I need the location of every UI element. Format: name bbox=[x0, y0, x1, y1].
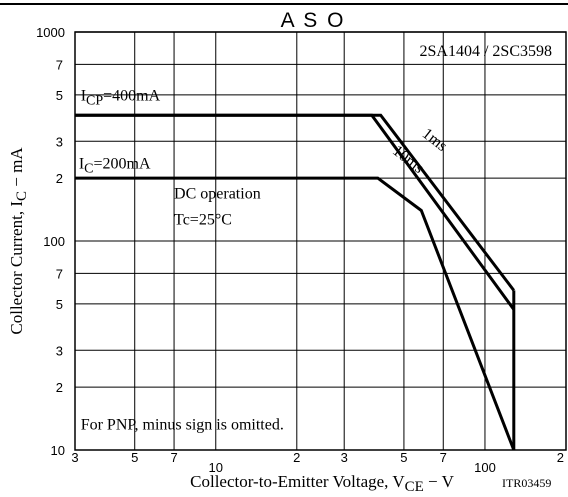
annotation-icp: ICP=400mA bbox=[81, 88, 161, 109]
x-axis-label-unit: − V bbox=[424, 472, 455, 491]
x-tick-label: 3 bbox=[341, 450, 348, 465]
y-tick-label: 5 bbox=[56, 88, 63, 103]
y-tick-label: 5 bbox=[56, 297, 63, 312]
x-tick-label: 3 bbox=[71, 450, 78, 465]
y-axis-label-unit: − mA bbox=[7, 147, 26, 191]
x-axis-label-main: Collector-to-Emitter Voltage, V bbox=[190, 472, 405, 491]
x-tick-label: 2 bbox=[293, 450, 300, 465]
annotation-10ms: 10ms bbox=[389, 142, 427, 177]
series-line-dc-operation bbox=[75, 176, 516, 451]
y-tick-label: 3 bbox=[56, 343, 63, 358]
y-tick-label: 3 bbox=[56, 134, 63, 149]
series-line-1ms bbox=[75, 113, 515, 292]
annotation-ic: IC=200mA bbox=[79, 156, 151, 177]
y-tick-label: 7 bbox=[56, 57, 63, 72]
plot-frame bbox=[74, 31, 567, 451]
figure-code: ITR03459 bbox=[502, 476, 551, 490]
x-axis-label-sub: CE bbox=[405, 479, 424, 495]
x-tick-label: 10 bbox=[209, 460, 223, 475]
y-tick-label: 2 bbox=[56, 380, 63, 395]
series-group bbox=[75, 113, 516, 451]
y-tick-label: 7 bbox=[56, 266, 63, 281]
x-axis-label: Collector-to-Emitter Voltage, VCE − V bbox=[190, 472, 454, 495]
y-tick-label: 1000 bbox=[36, 25, 65, 40]
annotations: ICP=400mA IC=200mA DC operation Tc=25°C For … bbox=[79, 88, 450, 434]
x-tick-label: 7 bbox=[170, 450, 177, 465]
part-number: 2SA1404 / 2SC3598 bbox=[420, 43, 552, 60]
x-tick-label: 2 bbox=[557, 450, 564, 465]
y-tick-label: 10 bbox=[51, 443, 65, 458]
annotation-tc: Tc=25°C bbox=[174, 211, 232, 228]
x-tick-label: 100 bbox=[474, 460, 496, 475]
x-tick-label: 5 bbox=[131, 450, 138, 465]
tick-labels: 3 5 7 10 2 3 5 7 100 2 10 2 3 5 7 100 2 3 5 7 1000 bbox=[36, 25, 564, 475]
y-tick-label: 2 bbox=[56, 171, 63, 186]
chart-title: A S O bbox=[281, 9, 346, 32]
y-axis-label-main: Collector Current, I bbox=[7, 201, 26, 335]
y-axis-label-sub: C bbox=[14, 191, 30, 201]
y-axis-label: Collector Current, IC − mA bbox=[7, 147, 30, 335]
y-tick-label: 100 bbox=[43, 234, 65, 249]
annotation-dc-operation: DC operation bbox=[174, 185, 261, 202]
x-tick-label: 5 bbox=[400, 450, 407, 465]
x-tick-label: 7 bbox=[440, 450, 447, 465]
annotation-1ms: 1ms bbox=[419, 125, 450, 155]
annotation-pnp-note: For PNP, minus sign is omitted. bbox=[81, 417, 284, 434]
